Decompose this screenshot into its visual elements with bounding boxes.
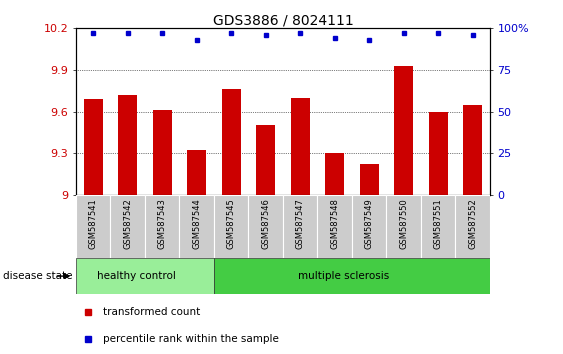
Bar <box>283 195 318 258</box>
Bar <box>222 89 240 195</box>
Text: GSM587544: GSM587544 <box>192 198 201 249</box>
Text: GSM587552: GSM587552 <box>468 198 477 249</box>
Title: GDS3886 / 8024111: GDS3886 / 8024111 <box>213 13 354 27</box>
Text: GSM587546: GSM587546 <box>261 198 270 249</box>
Text: GSM587549: GSM587549 <box>365 198 374 249</box>
Bar <box>455 195 490 258</box>
Text: GSM587550: GSM587550 <box>399 198 408 249</box>
Bar <box>76 258 214 294</box>
Text: disease state: disease state <box>3 271 72 281</box>
Bar <box>145 195 180 258</box>
Text: multiple sclerosis: multiple sclerosis <box>298 271 389 281</box>
Bar <box>360 164 378 195</box>
Bar <box>352 195 386 258</box>
Text: transformed count: transformed count <box>103 307 200 317</box>
Bar <box>214 195 248 258</box>
Bar <box>187 150 206 195</box>
Bar <box>110 195 145 258</box>
Bar <box>248 195 283 258</box>
Bar <box>463 104 482 195</box>
Text: GSM587543: GSM587543 <box>158 198 167 249</box>
Bar <box>256 125 275 195</box>
Bar <box>318 195 352 258</box>
Bar <box>291 98 310 195</box>
Bar <box>118 95 137 195</box>
Bar <box>386 195 421 258</box>
Text: GSM587548: GSM587548 <box>330 198 339 249</box>
Bar <box>325 153 344 195</box>
Text: GSM587551: GSM587551 <box>434 198 443 249</box>
Bar <box>394 66 413 195</box>
Text: healthy control: healthy control <box>97 271 176 281</box>
Text: GSM587541: GSM587541 <box>89 198 98 249</box>
Bar <box>76 195 110 258</box>
Bar <box>214 258 490 294</box>
Bar <box>84 99 102 195</box>
Text: percentile rank within the sample: percentile rank within the sample <box>103 334 279 344</box>
Bar <box>153 110 172 195</box>
Bar <box>428 112 448 195</box>
Text: GSM587542: GSM587542 <box>123 198 132 249</box>
Text: GSM587547: GSM587547 <box>296 198 305 249</box>
Bar <box>421 195 455 258</box>
Text: GSM587545: GSM587545 <box>227 198 236 249</box>
Bar <box>180 195 214 258</box>
